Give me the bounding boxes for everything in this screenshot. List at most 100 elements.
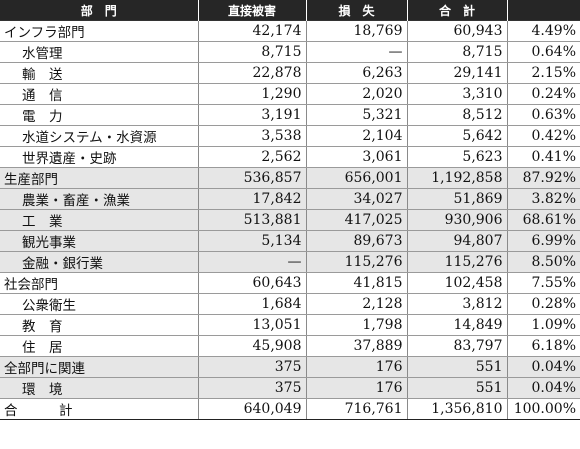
table-row: 工 業 513,881 417,025 930,906 68.61% (0, 209, 580, 231)
loss-cell: 115,276 (306, 251, 408, 273)
table-row: 金融・銀行業 —115,276 115,276 8.50% (0, 251, 580, 273)
sector-name: 公衆衛生 (0, 293, 199, 315)
percent-cell: 0.04% (507, 377, 580, 399)
loss-cell: 41,815 (306, 272, 408, 294)
loss-cell: 89,673 (306, 230, 408, 252)
total-cell: 3,812 (407, 293, 508, 315)
loss-cell: 716,761 (306, 398, 408, 420)
total-cell: 930,906 (407, 209, 508, 231)
loss-cell: 176 (306, 356, 408, 378)
header-percent (507, 0, 580, 21)
direct-damage-cell: 513,881 (198, 209, 307, 231)
header-sector: 部 門 (0, 0, 199, 21)
category-row: 全部門に関連 375 176 551 0.04% (0, 356, 580, 378)
percent-cell: 7.55% (507, 272, 580, 294)
table-row: 観光事業 5,134 89,673 94,807 6.99% (0, 230, 580, 252)
percent-cell: 68.61% (507, 209, 580, 231)
loss-cell: 2,020 (306, 83, 408, 105)
sector-name: 教 育 (0, 314, 199, 336)
direct-damage-cell: 375 (198, 377, 307, 399)
sector-name: 輸 送 (0, 62, 199, 84)
loss-cell: 34,027 (306, 188, 408, 210)
sector-name: 観光事業 (0, 230, 199, 252)
direct-damage-cell: 5,134 (198, 230, 307, 252)
percent-cell: 6.99% (507, 230, 580, 252)
total-cell: 3,310 (407, 83, 508, 105)
total-cell: 14,849 (407, 314, 508, 336)
direct-damage-cell: 42,174 (198, 20, 307, 42)
direct-damage-cell: — (198, 251, 307, 273)
loss-cell: 3,061 (306, 146, 408, 168)
total-cell: 8,512 (407, 104, 508, 126)
total-cell: 51,869 (407, 188, 508, 210)
sector-name: 農業・畜産・漁業 (0, 188, 199, 210)
header-loss: 損 失 (306, 0, 408, 21)
sector-name: 電 力 (0, 104, 199, 126)
table-row: 水管理 8,715—8,715 0.64% (0, 41, 580, 63)
percent-cell: 1.09% (507, 314, 580, 336)
table-row: 環 境 375 176 551 0.04% (0, 377, 580, 399)
direct-damage-cell: 3,191 (198, 104, 307, 126)
total-cell: 8,715 (407, 41, 508, 63)
percent-cell: 0.28% (507, 293, 580, 315)
total-cell: 94,807 (407, 230, 508, 252)
total-cell: 1,192,858 (407, 167, 508, 189)
category-row: 社会部門 60,643 41,815 102,458 7.55% (0, 272, 580, 294)
loss-cell: 656,001 (306, 167, 408, 189)
sector-name: 世界遺産・史跡 (0, 146, 199, 168)
total-cell: 1,356,810 (407, 398, 508, 420)
loss-cell: 5,321 (306, 104, 408, 126)
percent-cell: 0.64% (507, 41, 580, 63)
direct-damage-cell: 45,908 (198, 335, 307, 357)
total-cell: 83,797 (407, 335, 508, 357)
total-cell: 115,276 (407, 251, 508, 273)
sector-name: 住 居 (0, 335, 199, 357)
table-row: 農業・畜産・漁業 17,842 34,027 51,869 3.82% (0, 188, 580, 210)
header-row: 部 門 直接被害 損 失 合 計 (0, 0, 580, 21)
total-cell: 29,141 (407, 62, 508, 84)
loss-cell: 2,128 (306, 293, 408, 315)
sector-name: 社会部門 (0, 272, 199, 294)
direct-damage-cell: 8,715 (198, 41, 307, 63)
percent-cell: 100.00% (507, 398, 580, 420)
header-total: 合 計 (407, 0, 508, 21)
percent-cell: 2.15% (507, 62, 580, 84)
table-row: 世界遺産・史跡 2,562 3,061 5,623 0.41% (0, 146, 580, 168)
sector-name: 全部門に関連 (0, 356, 199, 378)
percent-cell: 4.49% (507, 20, 580, 42)
total-cell: 551 (407, 377, 508, 399)
percent-cell: 0.42% (507, 125, 580, 147)
total-cell: 5,623 (407, 146, 508, 168)
loss-cell: 6,263 (306, 62, 408, 84)
percent-cell: 0.04% (507, 356, 580, 378)
direct-damage-cell: 13,051 (198, 314, 307, 336)
damage-table: 部 門 直接被害 損 失 合 計 インフラ部門 42,174 18,769 60,94… (0, 0, 580, 420)
total-row: 合 計 640,049 716,761 1,356,810 100.00% (0, 398, 580, 420)
table-row: 水道システム・水資源 3,538 2,104 5,642 0.42% (0, 125, 580, 147)
sector-name: 生産部門 (0, 167, 199, 189)
direct-damage-cell: 1,684 (198, 293, 307, 315)
loss-cell: 18,769 (306, 20, 408, 42)
table-row: 輸 送 22,878 6,263 29,141 2.15% (0, 62, 580, 84)
percent-cell: 0.24% (507, 83, 580, 105)
direct-damage-cell: 22,878 (198, 62, 307, 84)
sector-name: 工 業 (0, 209, 199, 231)
category-row: 生産部門 536,857 656,001 1,192,858 87.92% (0, 167, 580, 189)
loss-cell: 417,025 (306, 209, 408, 231)
loss-cell: 2,104 (306, 125, 408, 147)
percent-cell: 0.41% (507, 146, 580, 168)
loss-cell: 37,889 (306, 335, 408, 357)
direct-damage-cell: 3,538 (198, 125, 307, 147)
direct-damage-cell: 375 (198, 356, 307, 378)
sector-name: 通 信 (0, 83, 199, 105)
sector-name: 水道システム・水資源 (0, 125, 199, 147)
total-cell: 5,642 (407, 125, 508, 147)
percent-cell: 6.18% (507, 335, 580, 357)
loss-cell: — (306, 41, 408, 63)
direct-damage-cell: 536,857 (198, 167, 307, 189)
loss-cell: 176 (306, 377, 408, 399)
header-direct-damage: 直接被害 (198, 0, 307, 21)
table-row: 教 育 13,051 1,798 14,849 1.09% (0, 314, 580, 336)
direct-damage-cell: 640,049 (198, 398, 307, 420)
